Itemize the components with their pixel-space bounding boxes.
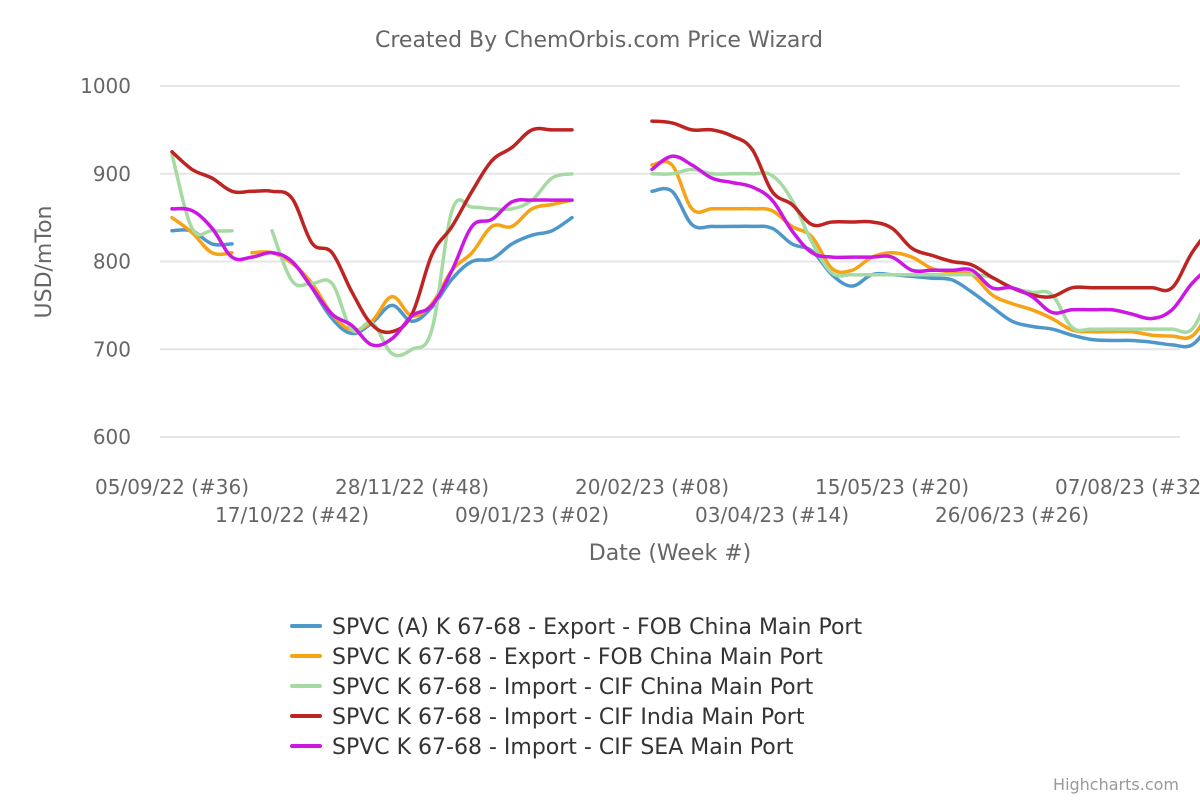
credits-link[interactable]: Highcharts.com <box>1053 775 1179 794</box>
series-group[interactable] <box>170 154 1200 348</box>
series-line[interactable] <box>650 186 1200 349</box>
x-tick-label: 09/01/23 (#02) <box>455 503 609 527</box>
x-axis-title: Date (Week #) <box>589 541 751 566</box>
series-line[interactable] <box>170 215 234 257</box>
legend-label: SPVC K 67-68 - Import - CIF India Main P… <box>332 705 805 730</box>
legend-label: SPVC K 67-68 - Import - CIF SEA Main Por… <box>332 735 794 760</box>
y-tick-label: 1000 <box>80 74 131 98</box>
series-line[interactable] <box>650 154 1200 321</box>
legend-item[interactable]: SPVC (A) K 67-68 - Export - FOB China Ma… <box>290 615 862 640</box>
x-tick-label: 26/06/23 (#26) <box>935 503 1089 527</box>
chart-title: Created By ChemOrbis.com Price Wizard <box>375 28 823 53</box>
legend-label: SPVC (A) K 67-68 - Export - FOB China Ma… <box>332 615 862 640</box>
y-tick-label: 700 <box>93 337 131 361</box>
series-lines <box>170 119 1200 358</box>
series-line[interactable] <box>270 172 574 358</box>
x-tick-label: 17/10/22 (#42) <box>215 503 369 527</box>
legend-item[interactable]: SPVC K 67-68 - Import - CIF SEA Main Por… <box>290 735 794 760</box>
y-axis-ticks: 600 700 800 900 1000 <box>80 74 131 449</box>
y-tick-label: 900 <box>93 162 131 186</box>
legend-item[interactable]: SPVC K 67-68 - Import - CIF India Main P… <box>290 705 805 730</box>
x-axis-ticks: 05/09/22 (#36) 17/10/22 (#42) 28/11/22 (#4… <box>95 475 1200 527</box>
series-line[interactable] <box>170 126 574 335</box>
series-line[interactable] <box>650 159 1200 340</box>
series-line[interactable] <box>170 152 234 237</box>
series-line[interactable] <box>650 119 1200 299</box>
legend-item[interactable]: SPVC K 67-68 - Export - FOB China Main P… <box>290 645 823 670</box>
x-tick-label: 07/08/23 (#32) <box>1055 475 1200 499</box>
series-group[interactable] <box>170 119 1200 335</box>
x-tick-label: 15/05/23 (#20) <box>815 475 969 499</box>
legend[interactable]: SPVC (A) K 67-68 - Export - FOB China Ma… <box>290 615 862 760</box>
x-tick-label: 20/02/23 (#08) <box>575 475 729 499</box>
legend-item[interactable]: SPVC K 67-68 - Import - CIF China Main P… <box>290 675 814 700</box>
y-axis-title: USD/mTon <box>32 206 57 319</box>
x-tick-label: 03/04/23 (#14) <box>695 503 849 527</box>
x-tick-label: 28/11/22 (#48) <box>335 475 489 499</box>
x-tick-label: 05/09/22 (#36) <box>95 475 249 499</box>
series-line[interactable] <box>170 198 574 348</box>
y-tick-label: 600 <box>93 425 131 449</box>
legend-label: SPVC K 67-68 - Import - CIF China Main P… <box>332 675 814 700</box>
legend-label: SPVC K 67-68 - Export - FOB China Main P… <box>332 645 823 670</box>
y-tick-label: 800 <box>93 250 131 274</box>
